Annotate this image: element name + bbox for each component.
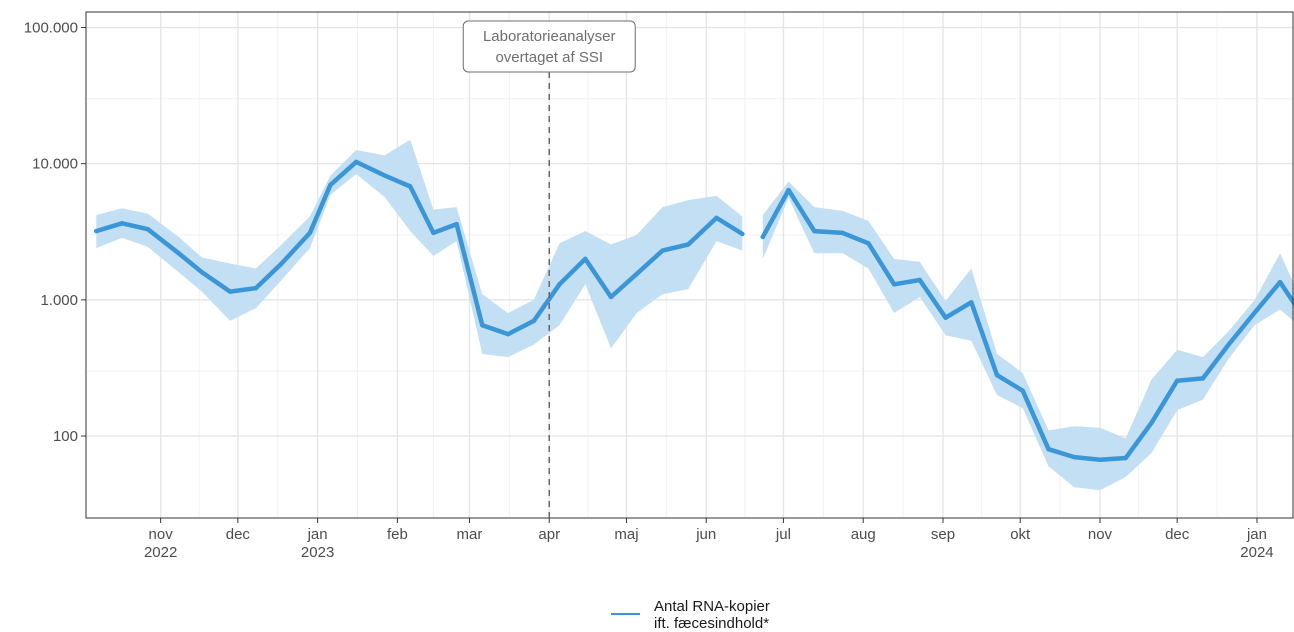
x-tick-year-label: 2023 xyxy=(301,544,334,561)
data-point xyxy=(1226,342,1231,347)
data-point xyxy=(382,173,387,178)
legend-label-line2: ift. fæcesindhold* xyxy=(654,615,769,632)
y-tick-label: 1.000 xyxy=(40,292,78,309)
x-tick-label: nov xyxy=(1088,526,1113,543)
data-point xyxy=(686,242,691,247)
data-point xyxy=(840,230,845,236)
x-tick-label: maj xyxy=(614,526,638,543)
data-point xyxy=(328,182,333,187)
data-point xyxy=(253,285,259,291)
data-point xyxy=(119,221,125,226)
data-point xyxy=(994,372,1000,378)
data-point xyxy=(760,234,765,240)
data-point xyxy=(917,277,922,283)
data-point xyxy=(866,241,871,246)
y-tick-label: 100 xyxy=(53,428,78,445)
data-point xyxy=(307,230,313,236)
x-tick-year-label: 2024 xyxy=(1240,544,1273,561)
data-point xyxy=(480,323,485,328)
x-tick-label: mar xyxy=(457,526,483,543)
annotation: Laboratorieanalyser overtaget af SSI xyxy=(462,20,636,518)
x-tick-label: feb xyxy=(387,526,408,543)
data-point xyxy=(1149,420,1154,425)
legend-label-line1: Antal RNA-kopier xyxy=(654,598,770,615)
x-tick-label: aug xyxy=(851,526,876,543)
annotation-box xyxy=(462,20,636,73)
data-point xyxy=(354,159,359,165)
x-tick-label: apr xyxy=(538,526,560,543)
x-tick-label: sep xyxy=(931,526,955,543)
data-point xyxy=(199,269,204,275)
confidence-band-segment xyxy=(762,181,1294,491)
data-point xyxy=(408,184,413,189)
data-point xyxy=(1046,447,1051,452)
y-tick-label: 10.000 xyxy=(32,156,78,173)
confidence-band-segment xyxy=(96,139,743,358)
plot-border xyxy=(85,11,1294,519)
legend: Antal RNA-kopier ift. fæcesindhold* xyxy=(611,598,770,632)
data-point xyxy=(812,228,817,234)
confidence-band xyxy=(96,139,1294,491)
series-line-segment xyxy=(760,187,1294,462)
series-line-segment xyxy=(94,159,745,337)
data-point xyxy=(969,300,974,305)
x-tick-label: nov xyxy=(149,526,174,543)
data-point xyxy=(1277,279,1283,285)
data-point xyxy=(557,282,562,287)
data-point xyxy=(608,294,614,300)
data-point xyxy=(660,248,665,253)
y-tick-label: 100.000 xyxy=(24,20,78,37)
data-point xyxy=(431,230,436,236)
x-tick-label: jul xyxy=(775,526,791,543)
annotation-text-line2: overtaget af SSI xyxy=(495,49,603,66)
data-point xyxy=(1020,388,1025,393)
data-point xyxy=(1097,457,1103,462)
data-point xyxy=(740,231,745,237)
x-tick-label: dec xyxy=(1165,526,1190,543)
rna-series-line xyxy=(94,159,1294,462)
x-tick-year-label: 2022 xyxy=(144,544,177,561)
data-point xyxy=(891,282,897,287)
data-point xyxy=(94,228,99,234)
data-point xyxy=(1252,310,1257,316)
data-point xyxy=(634,271,639,277)
x-tick-label: dec xyxy=(226,526,251,543)
data-point xyxy=(786,187,791,193)
data-point xyxy=(454,221,459,227)
data-point xyxy=(1123,455,1128,461)
data-point xyxy=(145,227,150,232)
data-point xyxy=(583,256,588,262)
x-tick-label: jan xyxy=(1246,526,1267,543)
x-tick-label: jun xyxy=(695,526,716,543)
data-point xyxy=(531,318,536,324)
data-point xyxy=(505,331,511,337)
data-point xyxy=(279,261,284,266)
data-point xyxy=(176,251,181,256)
data-point xyxy=(1175,378,1180,383)
annotation-text-line1: Laboratorieanalyser xyxy=(483,28,616,45)
data-point xyxy=(227,289,233,294)
data-point xyxy=(1200,376,1206,381)
data-point xyxy=(1072,454,1077,460)
gridlines xyxy=(86,12,1293,518)
data-point xyxy=(943,315,948,320)
data-point xyxy=(714,215,719,221)
x-tick-label: okt xyxy=(1010,526,1031,543)
x-tick-label: jan xyxy=(307,526,328,543)
